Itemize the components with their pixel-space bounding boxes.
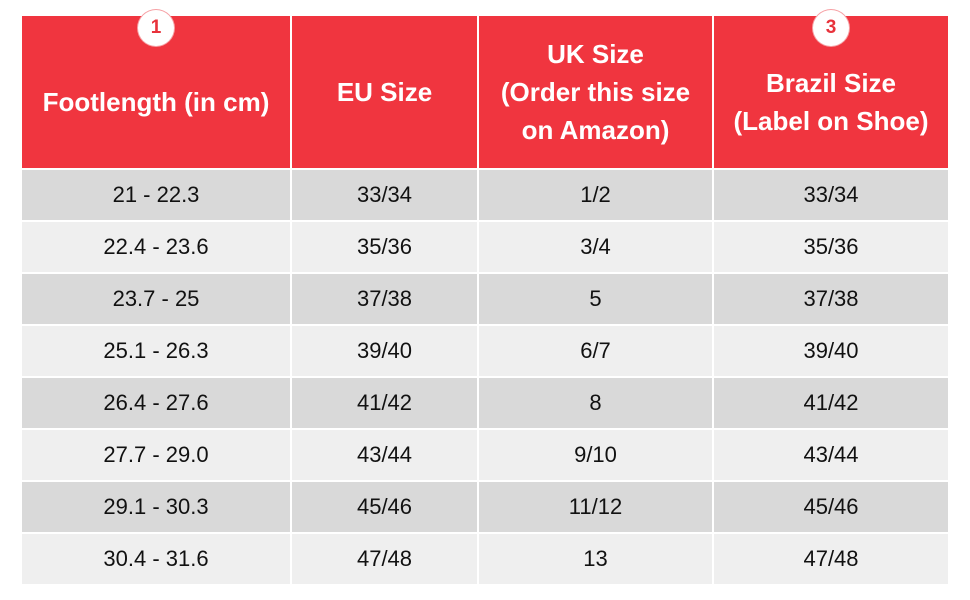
table-cell: 1/2 (479, 170, 712, 220)
table-cell: 37/38 (714, 274, 948, 324)
table-cell: 23.7 - 25 (22, 274, 290, 324)
table-cell: 9/10 (479, 430, 712, 480)
table-cell: 21 - 22.3 (22, 170, 290, 220)
table-cell: 30.4 - 31.6 (22, 534, 290, 584)
table-cell: 27.7 - 29.0 (22, 430, 290, 480)
table-cell: 35/36 (292, 222, 477, 272)
table-cell: 22.4 - 23.6 (22, 222, 290, 272)
header-text: Brazil Size (765, 68, 897, 98)
header-text: Footlength (in cm) (42, 87, 270, 117)
header-cell: UK Size (Order this size on Amazon) (479, 16, 712, 168)
table-cell: 43/44 (292, 430, 477, 480)
table-cell: 47/48 (714, 534, 948, 584)
table-cell: 25.1 - 26.3 (22, 326, 290, 376)
table-cell: 5 (479, 274, 712, 324)
header-cell: Brazil Size (Label on Shoe) (714, 16, 948, 168)
table-cell: 26.4 - 27.6 (22, 378, 290, 428)
table-cell: 6/7 (479, 326, 712, 376)
table-cell: 45/46 (292, 482, 477, 532)
table-cell: 29.1 - 30.3 (22, 482, 290, 532)
table-cell: 33/34 (292, 170, 477, 220)
table-cell: 35/36 (714, 222, 948, 272)
table-cell: 45/46 (714, 482, 948, 532)
header-text: (Order this size (500, 77, 691, 107)
header-cell: EU Size (292, 16, 477, 168)
table-cell: 43/44 (714, 430, 948, 480)
table-cell: 41/42 (714, 378, 948, 428)
table-cell: 37/38 (292, 274, 477, 324)
table-cell: 3/4 (479, 222, 712, 272)
table-cell: 39/40 (292, 326, 477, 376)
header-text: UK Size (547, 39, 644, 69)
header-text: EU Size (336, 77, 433, 107)
table-cell: 41/42 (292, 378, 477, 428)
table-cell: 11/12 (479, 482, 712, 532)
header-text: (Label on Shoe) (733, 106, 929, 136)
table-cell: 13 (479, 534, 712, 584)
badge: 3 (813, 10, 849, 46)
badge: 1 (138, 10, 174, 46)
table-cell: 8 (479, 378, 712, 428)
header-text: on Amazon) (521, 115, 670, 145)
table-cell: 39/40 (714, 326, 948, 376)
table-cell: 47/48 (292, 534, 477, 584)
table-cell: 33/34 (714, 170, 948, 220)
